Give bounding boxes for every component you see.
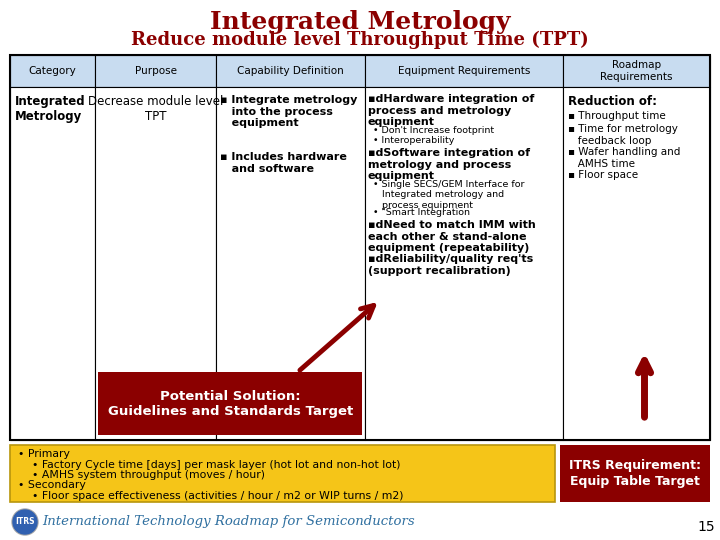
Text: • Primary: • Primary bbox=[18, 449, 70, 459]
Text: ▪ Includes hardware
   and software: ▪ Includes hardware and software bbox=[220, 152, 346, 173]
Bar bbox=[10, 87, 95, 440]
Text: • Don't Increase footprint: • Don't Increase footprint bbox=[373, 126, 494, 135]
Text: Capability Definition: Capability Definition bbox=[237, 66, 343, 76]
Text: ▪ Wafer handling and
   AMHS time: ▪ Wafer handling and AMHS time bbox=[568, 147, 680, 168]
Text: ▪dHardware integration of
process and metrology
equipment: ▪dHardware integration of process and me… bbox=[368, 94, 534, 127]
Bar bbox=[216, 55, 365, 87]
Bar bbox=[10, 55, 95, 87]
Text: 15: 15 bbox=[698, 520, 715, 534]
Text: ▪dNeed to match IMM with
each other & stand-alone
equipment (repeatability): ▪dNeed to match IMM with each other & st… bbox=[368, 220, 536, 253]
Text: Decrease module level
TPT: Decrease module level TPT bbox=[88, 95, 223, 123]
Bar bbox=[216, 87, 365, 440]
Bar bbox=[95, 55, 216, 87]
Text: Purpose: Purpose bbox=[135, 66, 176, 76]
Text: International Technology Roadmap for Semiconductors: International Technology Roadmap for Sem… bbox=[42, 516, 415, 529]
Bar bbox=[10, 445, 555, 502]
Text: Integrated Metrology: Integrated Metrology bbox=[210, 10, 510, 34]
Text: ITRS: ITRS bbox=[15, 517, 35, 526]
Text: • Factory Cycle time [days] per mask layer (hot lot and non-hot lot): • Factory Cycle time [days] per mask lay… bbox=[18, 460, 400, 470]
Bar bbox=[365, 87, 563, 440]
Text: Category: Category bbox=[29, 66, 76, 76]
Circle shape bbox=[12, 509, 38, 535]
Text: ITRS Requirement:
Equip Table Target: ITRS Requirement: Equip Table Target bbox=[569, 460, 701, 488]
Text: Roadmap
Requirements: Roadmap Requirements bbox=[600, 60, 672, 82]
Text: • Interoperability: • Interoperability bbox=[373, 136, 454, 145]
Bar bbox=[563, 55, 710, 87]
Text: Equipment Requirements: Equipment Requirements bbox=[397, 66, 530, 76]
Text: • Single SECS/GEM Interface for
   Integrated metrology and
   process equipment: • Single SECS/GEM Interface for Integrat… bbox=[373, 180, 524, 210]
Text: ▪ Throughput time: ▪ Throughput time bbox=[568, 111, 666, 121]
Bar bbox=[365, 55, 563, 87]
Circle shape bbox=[13, 510, 37, 534]
Text: ▪ Time for metrology
   feedback loop: ▪ Time for metrology feedback loop bbox=[568, 124, 678, 146]
Text: Potential Solution:
Guidelines and Standards Target: Potential Solution: Guidelines and Stand… bbox=[107, 389, 353, 417]
Text: • "Smart Integration: • "Smart Integration bbox=[373, 208, 470, 217]
Text: • Secondary: • Secondary bbox=[18, 480, 86, 490]
Text: ▪ Floor space: ▪ Floor space bbox=[568, 170, 638, 180]
Bar bbox=[560, 445, 710, 502]
Text: • Floor space effectiveness (activities / hour / m2 or WIP turns / m2): • Floor space effectiveness (activities … bbox=[18, 491, 403, 501]
Text: • AMHS system throughput (moves / hour): • AMHS system throughput (moves / hour) bbox=[18, 470, 265, 480]
Bar bbox=[95, 87, 216, 440]
Bar bbox=[563, 87, 710, 440]
Text: ▪dReliability/quality req'ts
(support recalibration): ▪dReliability/quality req'ts (support re… bbox=[368, 254, 533, 275]
Bar bbox=[99, 372, 362, 435]
Text: ▪ Integrate metrology
   into the process
   equipment: ▪ Integrate metrology into the process e… bbox=[220, 95, 357, 128]
Bar bbox=[10, 55, 710, 440]
Text: Integrated
Metrology: Integrated Metrology bbox=[15, 95, 86, 123]
Text: ▪dSoftware integration of
metrology and process
equipment: ▪dSoftware integration of metrology and … bbox=[368, 148, 530, 181]
Text: Reduction of:: Reduction of: bbox=[568, 95, 657, 108]
Text: Reduce module level Throughput Time (TPT): Reduce module level Throughput Time (TPT… bbox=[131, 31, 589, 49]
